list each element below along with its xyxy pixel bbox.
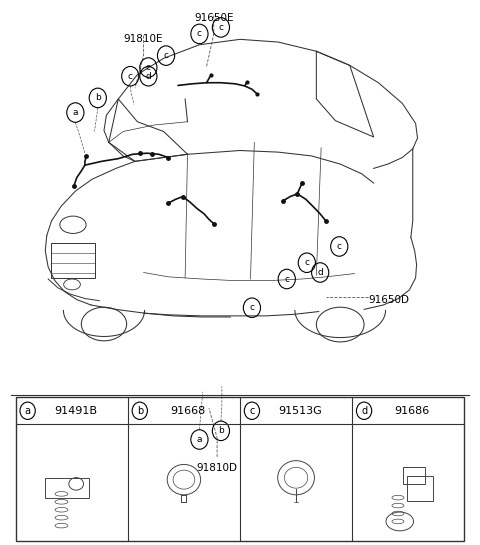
Text: c: c [284,275,289,283]
Text: 91810D: 91810D [197,463,238,474]
Text: 91650D: 91650D [369,295,410,305]
Text: a: a [24,406,31,416]
Text: a: a [197,435,202,444]
Text: c: c [250,303,254,312]
Text: 91686: 91686 [395,406,430,416]
Text: c: c [164,51,168,60]
Text: c: c [218,23,223,32]
Text: 91513G: 91513G [278,406,322,416]
Text: c: c [128,72,133,81]
Bar [16,397,464,541]
Text: 91668: 91668 [170,406,205,416]
Bar [407,475,433,500]
Text: a: a [72,108,78,117]
Text: b: b [137,406,143,416]
Text: c: c [304,258,309,267]
Text: b: b [95,93,101,102]
Text: c: c [197,29,202,38]
Bar [51,243,95,278]
Text: c: c [337,242,342,251]
Text: d: d [145,72,151,81]
Text: c: c [146,63,151,72]
Text: b: b [218,426,224,435]
Bar [45,477,89,499]
Text: c: c [249,406,254,416]
Text: d: d [317,268,323,277]
Bar [404,467,425,484]
Text: 91491B: 91491B [54,406,97,416]
Text: 91810E: 91810E [124,34,163,44]
Text: 91650E: 91650E [194,13,233,23]
Text: d: d [361,406,367,416]
